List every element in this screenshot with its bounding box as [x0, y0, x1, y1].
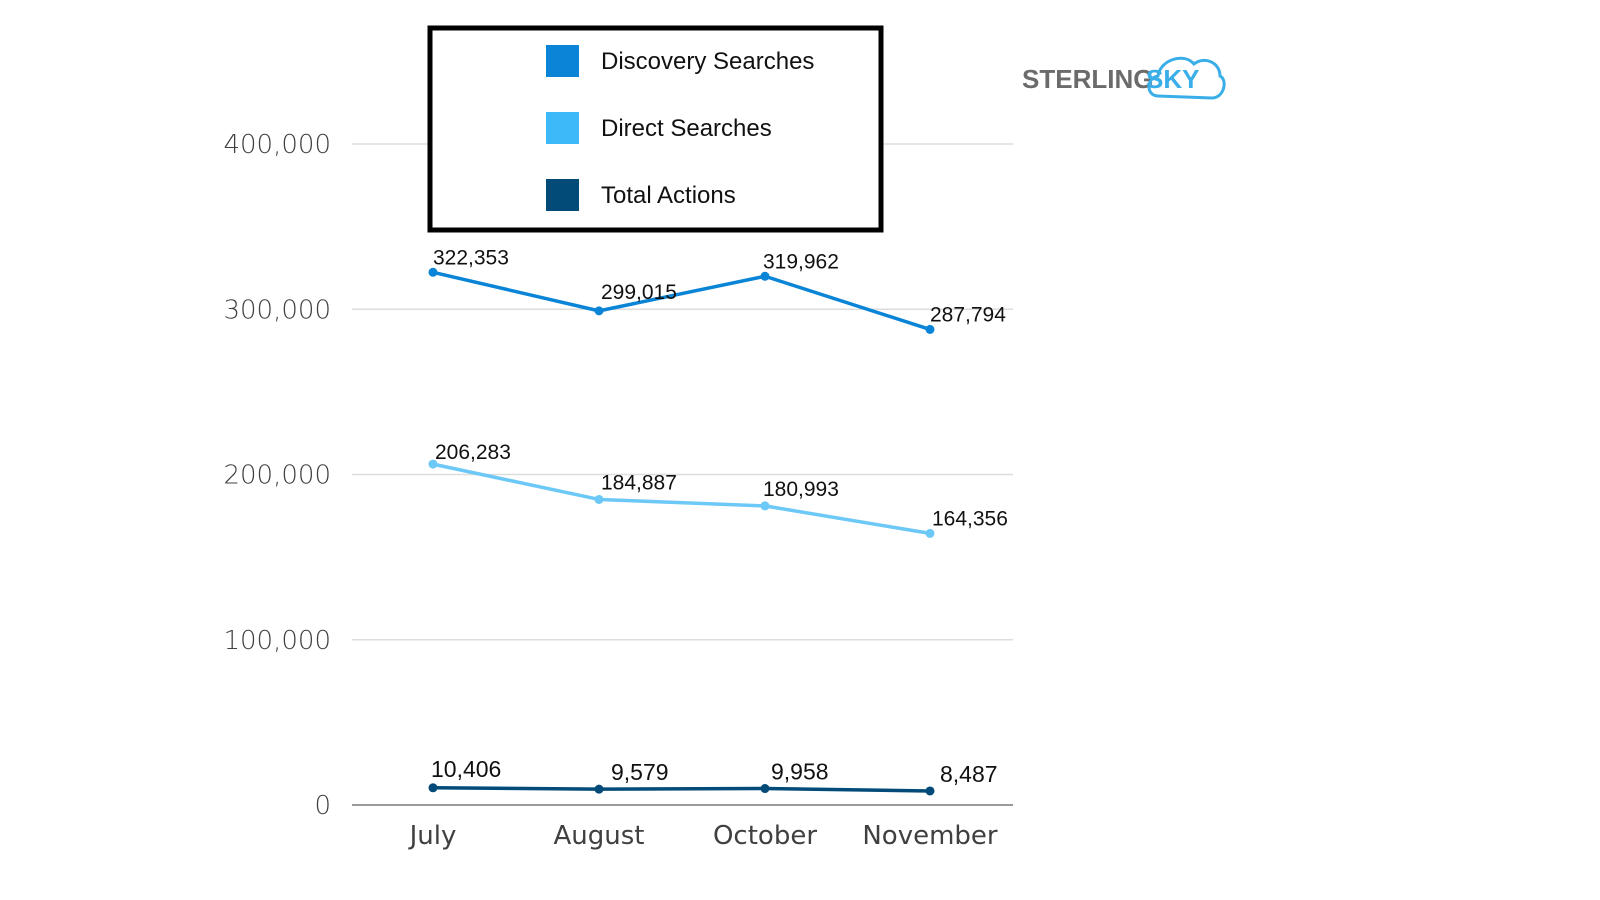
- y-tick-label: 200,000: [223, 461, 331, 491]
- series-line: [431, 462, 932, 536]
- logo-text-sky: SKY: [1146, 64, 1199, 94]
- series-line: [431, 270, 932, 332]
- legend-frame: [427, 25, 884, 233]
- data-point: [925, 528, 935, 538]
- data-label: 322,353: [433, 246, 509, 269]
- x-tick-label: July: [408, 821, 457, 851]
- x-tick-label: November: [862, 821, 998, 851]
- data-label: 9,958: [771, 759, 829, 785]
- data-label: 10,406: [431, 756, 501, 782]
- series-line: [431, 786, 932, 793]
- legend-label: Discovery Searches: [601, 48, 814, 75]
- data-label: 180,993: [763, 478, 839, 501]
- y-tick-label: 300,000: [223, 295, 331, 325]
- data-point: [925, 786, 935, 796]
- data-point: [760, 784, 770, 794]
- x-tick-label: August: [554, 821, 645, 851]
- data-label: 299,015: [601, 281, 677, 304]
- y-tick-label: 100,000: [223, 626, 331, 656]
- legend-swatch: [546, 112, 579, 144]
- legend-label: Direct Searches: [601, 115, 772, 142]
- data-label: 287,794: [930, 303, 1006, 326]
- x-tick-label: October: [713, 821, 817, 851]
- data-labels: 322,353 299,015 319,962 287,794 206,283 184,8…: [431, 246, 1008, 787]
- data-point: [594, 784, 604, 794]
- data-label: 184,887: [601, 471, 677, 494]
- data-point: [925, 324, 935, 334]
- legend-label: Total Actions: [601, 182, 736, 209]
- data-label: 319,962: [763, 250, 839, 273]
- series-lines: [428, 267, 935, 796]
- data-label: 9,579: [611, 759, 669, 785]
- legend-items: Discovery Searches Direct Searches Total A…: [546, 45, 814, 211]
- sterlingsky-logo: STERLING SKY: [1022, 56, 1226, 100]
- data-point: [428, 267, 438, 277]
- legend-swatch: [546, 179, 579, 211]
- data-label: 206,283: [435, 441, 511, 464]
- logo-text-sterling: STERLING: [1022, 64, 1153, 94]
- legend: Discovery Searches Direct Searches Total A…: [427, 25, 884, 233]
- data-point: [760, 271, 770, 281]
- data-label: 164,356: [932, 507, 1008, 530]
- data-label: 8,487: [940, 761, 998, 787]
- cloud-icon: [1147, 56, 1226, 100]
- data-point: [428, 459, 438, 469]
- data-point: [594, 306, 604, 316]
- axes: 0 100,000 200,000 300,000 400,000 July August O…: [223, 130, 1013, 851]
- data-point: [594, 494, 604, 504]
- legend-swatch: [546, 45, 579, 77]
- y-tick-label: 0: [314, 791, 331, 821]
- data-point: [760, 501, 770, 511]
- y-tick-label: 400,000: [223, 130, 331, 160]
- data-point: [428, 783, 438, 793]
